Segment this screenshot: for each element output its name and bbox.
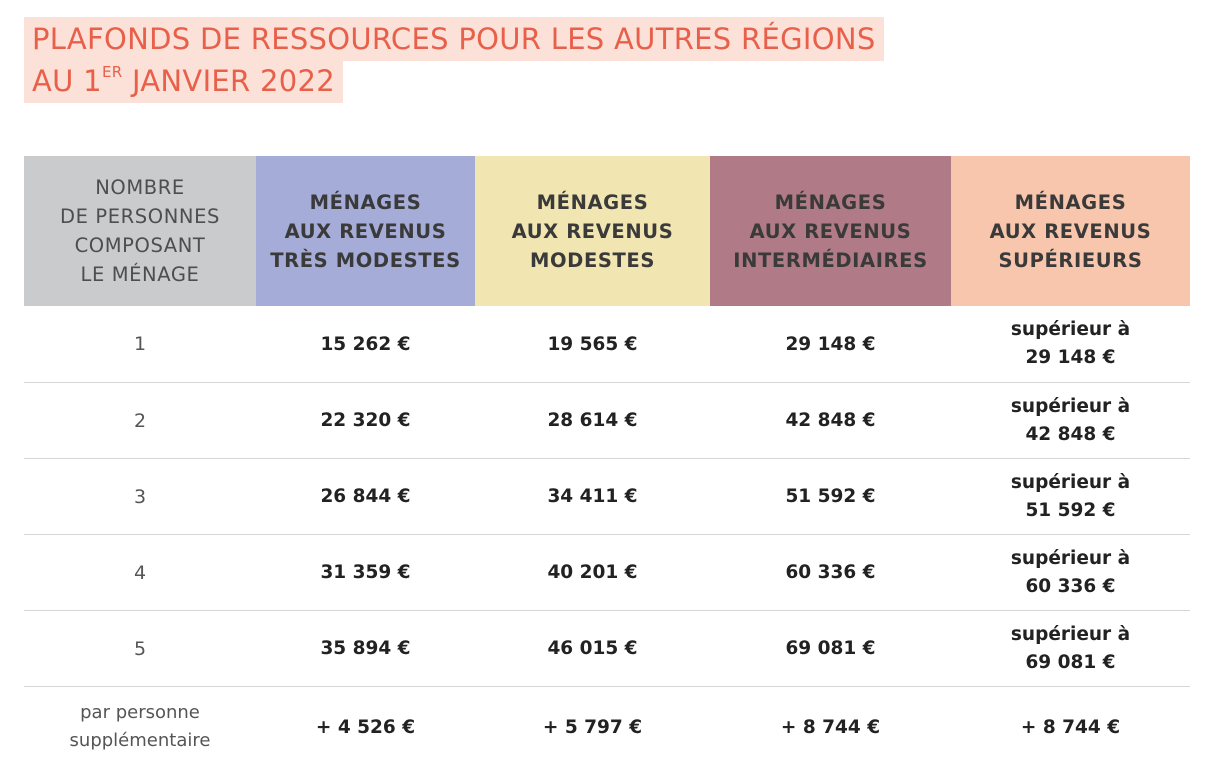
cell-persons: 5	[24, 610, 256, 687]
cell-intermediate: 51 592 €	[710, 458, 951, 535]
header-line: AUX REVENUS	[989, 219, 1152, 243]
cell-modest: 40 201 €	[475, 534, 710, 611]
cell-intermediate: + 8 744 €	[780, 716, 881, 738]
cell-persons: par personne supplémentaire	[24, 687, 256, 768]
cell-very-modest: 26 844 €	[256, 458, 475, 535]
header-line: MÉNAGES	[536, 190, 649, 214]
cell-higher-value: 42 848 €	[1025, 423, 1116, 445]
cell-higher-value: 60 336 €	[1025, 575, 1116, 597]
header-line: AUX REVENUS	[749, 219, 912, 243]
title-line-1: PLAFONDS DE RESSOURCES POUR LES AUTRES R…	[24, 17, 884, 61]
cell-higher-value: 69 081 €	[1025, 651, 1116, 673]
cell-persons-line: supplémentaire	[69, 730, 211, 751]
cell-higher-value: 51 592 €	[1025, 499, 1116, 521]
cell-modest: 28 614 €	[475, 382, 710, 459]
cell-very-modest: 15 262 €	[256, 306, 475, 383]
cell-intermediate: 42 848 €	[710, 382, 951, 459]
title-date-suffix: JANVIER 2022	[122, 64, 336, 98]
cell-higher: supérieur à 42 848 €	[951, 382, 1190, 459]
cell-higher-label: supérieur à	[1010, 319, 1131, 340]
title-line-2: AU 1ER JANVIER 2022	[24, 59, 344, 103]
cell-very-modest: 35 894 €	[256, 610, 475, 687]
header-line: MÉNAGES	[774, 190, 887, 214]
header-higher-income: MÉNAGES AUX REVENUS SUPÉRIEURS	[951, 156, 1190, 306]
title-date-prefix: AU 1	[32, 64, 102, 98]
header-line: INTERMÉDIAIRES	[733, 248, 928, 272]
header-line: MÉNAGES	[309, 190, 422, 214]
table-row: 3 26 844 € 34 411 € 51 592 € supérieur à…	[24, 458, 1190, 535]
cell-higher-label: supérieur à	[1010, 395, 1131, 417]
header-line: AUX REVENUS	[511, 219, 674, 243]
table-row: 2 22 320 € 28 614 € 42 848 € supérieur à…	[24, 382, 1190, 459]
cell-modest: + 5 797 €	[542, 716, 643, 738]
header-intermediate-income: MÉNAGES AUX REVENUS INTERMÉDIAIRES	[710, 156, 951, 306]
cell-higher: + 8 744 €	[1020, 716, 1121, 738]
cell-modest: 46 015 €	[475, 610, 710, 687]
table-header-row: NOMBRE DE PERSONNES COMPOSANT LE MÉNAGE …	[24, 156, 1190, 306]
cell-higher-value: 29 148 €	[1025, 347, 1116, 368]
cell-intermediate: 69 081 €	[710, 610, 951, 687]
cell-persons: 3	[24, 458, 256, 535]
cell-very-modest: 31 359 €	[256, 534, 475, 611]
cell-persons-line: par personne	[80, 702, 200, 723]
header-line: DE PERSONNES	[60, 205, 220, 228]
page-title: PLAFONDS DE RESSOURCES POUR LES AUTRES R…	[24, 17, 884, 103]
header-line: COMPOSANT	[74, 234, 206, 257]
cell-higher: supérieur à 60 336 €	[951, 534, 1190, 611]
header-line: MODESTES	[530, 248, 655, 272]
cell-intermediate: 29 148 €	[710, 306, 951, 383]
cell-higher-label: supérieur à	[1010, 623, 1131, 645]
cell-persons: 2	[24, 382, 256, 459]
title-date-superscript: ER	[101, 63, 123, 81]
header-line: TRÈS MODESTES	[270, 248, 461, 272]
cell-very-modest: + 4 526 €	[315, 716, 416, 738]
cell-intermediate: 60 336 €	[710, 534, 951, 611]
header-line: SUPÉRIEURS	[998, 248, 1143, 272]
cell-higher: supérieur à 69 081 €	[951, 610, 1190, 687]
cell-higher-label: supérieur à	[1010, 471, 1131, 493]
table-row: 4 31 359 € 40 201 € 60 336 € supérieur à…	[24, 534, 1190, 611]
cell-modest: 34 411 €	[475, 458, 710, 535]
table-row-additional-person: par personne supplémentaire + 4 526 € + …	[24, 687, 1190, 768]
cell-persons: 1	[24, 306, 256, 383]
income-ceiling-table: NOMBRE DE PERSONNES COMPOSANT LE MÉNAGE …	[24, 156, 1190, 767]
header-line: NOMBRE	[95, 176, 185, 199]
table-row: 1 15 262 € 19 565 € 29 148 € supérieur à…	[24, 306, 1190, 383]
header-line: AUX REVENUS	[284, 219, 447, 243]
cell-higher-label: supérieur à	[1010, 547, 1131, 569]
cell-very-modest: 22 320 €	[256, 382, 475, 459]
header-line: LE MÉNAGE	[80, 263, 200, 286]
cell-modest: 19 565 €	[475, 306, 710, 383]
header-modest-income: MÉNAGES AUX REVENUS MODESTES	[475, 156, 710, 306]
header-very-modest-income: MÉNAGES AUX REVENUS TRÈS MODESTES	[256, 156, 475, 306]
cell-higher: supérieur à 29 148 €	[951, 306, 1190, 383]
header-household-size: NOMBRE DE PERSONNES COMPOSANT LE MÉNAGE	[24, 156, 256, 306]
header-line: MÉNAGES	[1014, 190, 1127, 214]
cell-persons: 4	[24, 534, 256, 611]
cell-higher: supérieur à 51 592 €	[951, 458, 1190, 535]
table-row: 5 35 894 € 46 015 € 69 081 € supérieur à…	[24, 610, 1190, 687]
